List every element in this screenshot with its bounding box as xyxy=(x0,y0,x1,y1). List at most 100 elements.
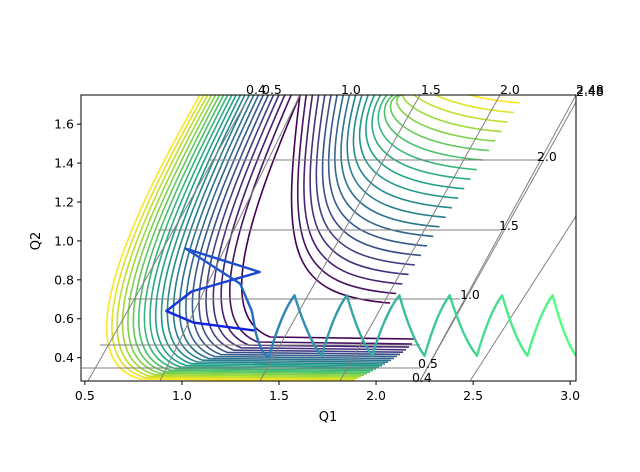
trajectory-segment xyxy=(423,294,451,357)
contour-line xyxy=(377,95,477,171)
contour-line xyxy=(185,95,395,360)
contour-line xyxy=(303,95,403,285)
contour-line xyxy=(315,95,415,266)
grid-label-right: 0.4 xyxy=(412,370,432,385)
contour-lines xyxy=(105,95,521,381)
contour-line xyxy=(155,95,380,369)
y-tick-label: 1.6 xyxy=(54,117,74,132)
contour-line xyxy=(422,95,514,114)
trajectory-segment xyxy=(165,309,195,324)
x-tick-label: 3.0 xyxy=(560,388,580,403)
grid-label-top: 1.5 xyxy=(421,82,441,97)
contour-line xyxy=(321,95,422,257)
grid-label-top: 0.4 xyxy=(246,82,266,97)
x-axis-label: Q1 xyxy=(319,410,338,425)
contour-line xyxy=(212,95,407,351)
contour-line xyxy=(138,95,371,373)
contour-line xyxy=(111,95,356,381)
contour-line xyxy=(132,95,368,375)
trajectory-segment xyxy=(239,282,253,313)
trajectory-segment xyxy=(501,294,529,357)
grid-label-top: 2.48 xyxy=(576,82,604,97)
contour-line xyxy=(309,95,409,276)
contour-line xyxy=(198,95,401,356)
x-axis: 0.5 1.0 1.5 2.0 2.5 3.0 xyxy=(75,381,580,403)
contour-line xyxy=(389,95,490,152)
grid-line xyxy=(87,95,251,381)
contour-line xyxy=(327,95,428,247)
trajectory-segment xyxy=(192,321,255,332)
y-tick-label: 1.0 xyxy=(54,233,74,248)
x-tick-label: 1.5 xyxy=(269,388,289,403)
x-tick-label: 1.0 xyxy=(172,388,192,403)
trajectory-segment xyxy=(293,294,323,357)
trajectory-segment xyxy=(448,294,479,357)
trajectory-segment xyxy=(268,294,296,357)
contour-line xyxy=(191,95,398,358)
contour-line xyxy=(383,95,483,161)
contour-line xyxy=(143,95,374,372)
y-tick-label: 0.4 xyxy=(54,350,74,365)
grid-label-right: 0.5 xyxy=(418,356,438,371)
x-tick-label: 0.5 xyxy=(75,388,95,403)
trajectory-segment xyxy=(551,294,576,357)
contour-line xyxy=(340,95,440,228)
y-axis: 0.4 0.6 0.8 1.0 1.2 1.4 1.6 xyxy=(54,117,81,365)
x-tick-label: 2.0 xyxy=(366,388,386,403)
trajectory-segment xyxy=(184,247,242,285)
trajectory-segment xyxy=(398,294,426,357)
grid-line xyxy=(469,215,576,381)
trajectory-segment xyxy=(320,294,349,357)
grid-label-top: 2.0 xyxy=(500,82,520,97)
grid-label-right: 1.5 xyxy=(499,218,519,233)
grid-label-right: 2.48 xyxy=(576,84,604,99)
grid-label-right: 1.0 xyxy=(460,287,480,302)
trajectory-path xyxy=(165,247,576,358)
grid-label-top: 1.0 xyxy=(341,82,361,97)
contour-line xyxy=(358,95,459,199)
grid-line xyxy=(339,95,501,381)
contour-line xyxy=(205,95,404,353)
x-tick-label: 2.5 xyxy=(463,388,483,403)
contour-line xyxy=(412,95,508,123)
y-tick-label: 1.4 xyxy=(54,156,74,171)
contour-line xyxy=(352,95,452,209)
trajectory-segment xyxy=(345,294,374,357)
grid-line xyxy=(419,101,576,381)
grid-line xyxy=(419,95,576,381)
y-tick-label: 0.8 xyxy=(54,272,74,287)
grid-label-right: 2.0 xyxy=(537,149,557,164)
grid-line xyxy=(159,95,301,381)
y-axis-label: Q2 xyxy=(29,232,44,251)
contour-line xyxy=(105,95,353,381)
y-tick-label: 0.6 xyxy=(54,311,74,326)
grid-line xyxy=(259,95,421,381)
contour-line xyxy=(396,95,496,142)
contour-line xyxy=(402,95,502,133)
contour-line xyxy=(228,95,413,345)
contour-line xyxy=(172,95,389,363)
grid-label-top: 0.5 xyxy=(262,82,282,97)
plot-frame xyxy=(80,94,577,382)
contour-line xyxy=(290,95,391,304)
contour-line xyxy=(149,95,377,370)
contour-line xyxy=(121,95,362,378)
contour-line xyxy=(127,95,365,376)
contour-line xyxy=(334,95,434,238)
trajectory-segment xyxy=(526,294,554,357)
trajectory-segment xyxy=(165,290,193,313)
contour-line xyxy=(365,95,465,190)
trajectory-segment xyxy=(250,309,257,334)
trajectory-segment xyxy=(371,294,401,357)
contour-line xyxy=(429,95,521,104)
contour-line xyxy=(346,95,446,219)
contour-line xyxy=(296,95,397,295)
contour-line xyxy=(178,95,392,362)
trajectory-segment xyxy=(184,247,261,274)
trajectory-segment xyxy=(475,294,504,357)
contour-line xyxy=(160,95,383,367)
trajectory-segment xyxy=(190,270,261,293)
skewed-grid-labels: 0.40.5 1.0 1.5 2.0 2.480.40.51.01.52.02.48 xyxy=(246,82,604,385)
